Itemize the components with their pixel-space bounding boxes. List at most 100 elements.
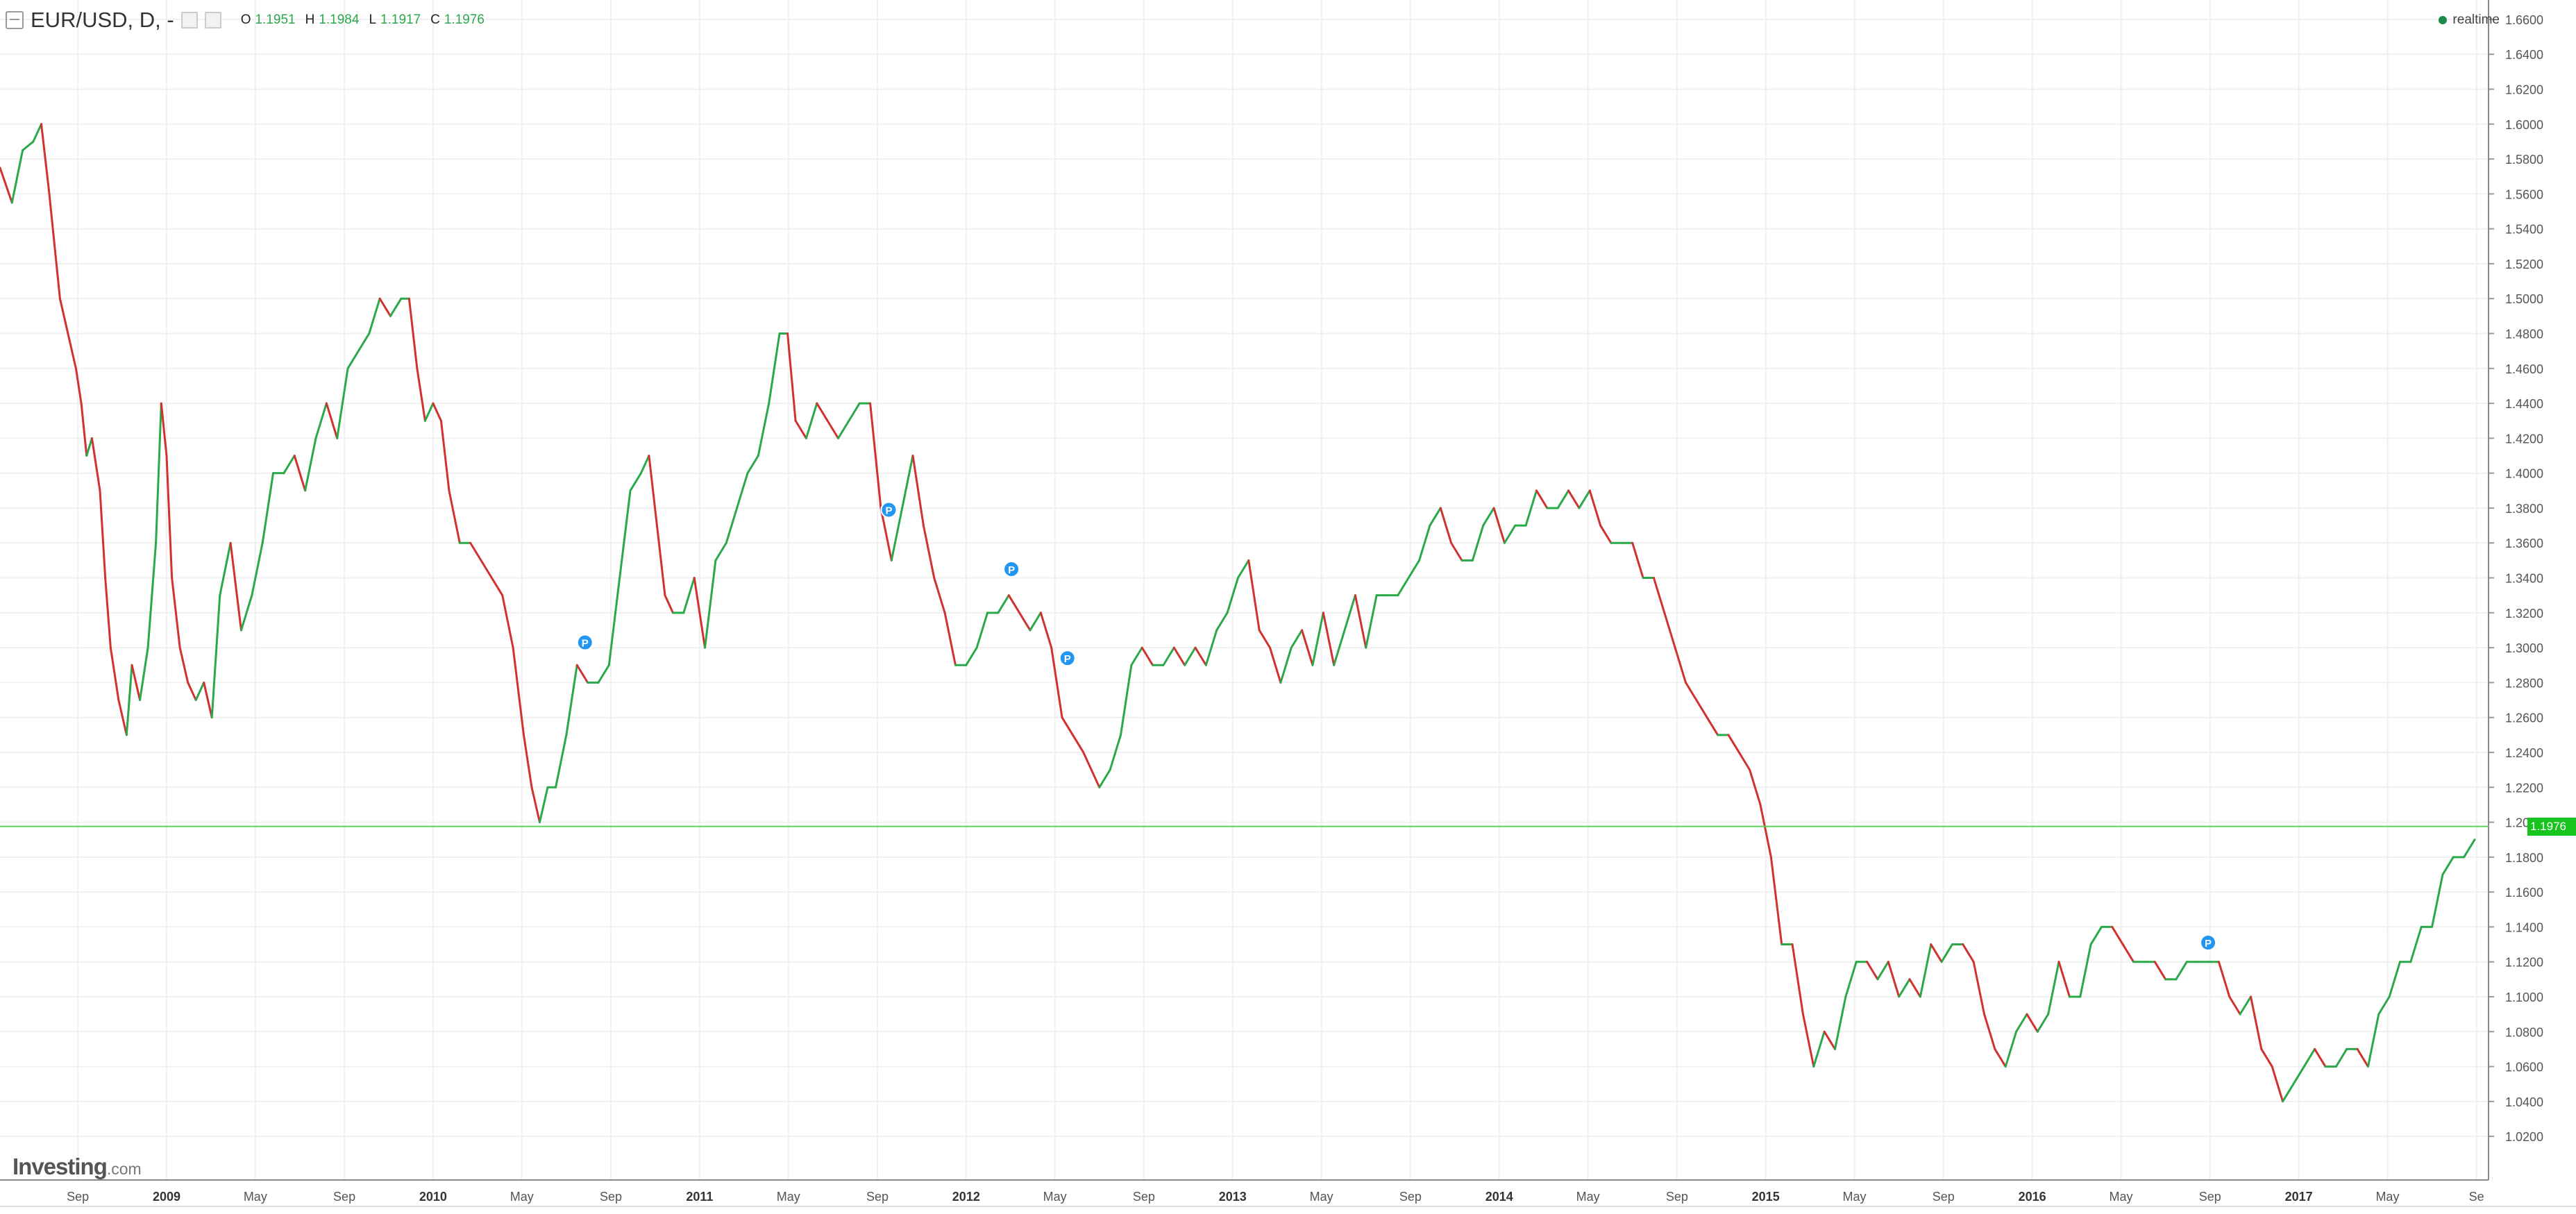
price-segment [131, 664, 142, 702]
price-segment [618, 489, 632, 580]
price-segment [1029, 612, 1042, 632]
price-segment [448, 489, 461, 544]
y-tick-label: 1.0800 [2505, 1025, 2543, 1039]
price-segment [1695, 699, 1708, 719]
price-segment [2036, 1013, 2050, 1033]
price-segment [975, 612, 989, 649]
settings-icon[interactable] [180, 12, 198, 28]
price-segment [1492, 507, 1506, 544]
price-segment [1050, 646, 1063, 719]
price-segment [805, 402, 818, 439]
price-segment [1471, 524, 1485, 562]
price-segment [1071, 734, 1085, 754]
price-segment [10, 149, 24, 204]
ohlc-open: O 1.1951 [240, 12, 296, 27]
price-segment [1631, 541, 1644, 580]
price-segment [1898, 978, 1911, 998]
price-segment [522, 734, 533, 789]
price-segment [757, 402, 771, 457]
price-segment [1090, 768, 1101, 789]
price-segment [714, 541, 727, 562]
collapse-icon[interactable] [6, 11, 24, 29]
price-segment [58, 297, 69, 335]
price-segment [879, 507, 893, 562]
x-tick-label: Sep [333, 1190, 355, 1204]
price-segment [2153, 961, 2167, 981]
y-tick-label: 1.5400 [2505, 223, 2543, 237]
y-tick-label: 1.3400 [2505, 572, 2543, 586]
x-tick-label: 2011 [686, 1190, 713, 1204]
x-tick-label: 2013 [1219, 1190, 1247, 1204]
symbol-label[interactable]: EUR/USD, D, - [31, 8, 174, 32]
price-segment [2314, 1047, 2327, 1068]
price-segment [1082, 751, 1093, 771]
price-segment [1439, 507, 1453, 544]
price-segment [1279, 646, 1293, 684]
price-segment [2217, 961, 2231, 998]
price-segment [501, 594, 514, 649]
brand-name: Investing [12, 1154, 108, 1179]
ohlc-low: L 1.1917 [369, 12, 421, 27]
price-segment [1652, 577, 1666, 614]
price-segment [1162, 646, 1175, 666]
price-segment [725, 507, 739, 544]
price-segment [2271, 1065, 2284, 1103]
price-segment [178, 646, 190, 684]
price-segment [768, 332, 781, 405]
price-segment [1962, 943, 1975, 963]
price-segment [2409, 925, 2423, 963]
price-segment [2026, 1013, 2039, 1033]
price-segment [2377, 995, 2391, 1015]
event-marker [576, 634, 594, 651]
price-segment [648, 455, 658, 527]
price-segment [2089, 925, 2103, 946]
event-marker-label: P [582, 638, 589, 650]
y-tick-label: 1.1200 [2505, 956, 2543, 970]
price-segment [99, 489, 107, 580]
brand-logo: Investing.com [12, 1154, 142, 1180]
price-segment [219, 541, 232, 597]
price-segment [639, 455, 650, 475]
price-segment [746, 455, 759, 475]
price-segment [1204, 629, 1218, 666]
price-segment [997, 594, 1010, 614]
x-tick-label: Sep [600, 1190, 622, 1204]
price-segment [530, 786, 541, 824]
y-tick-label: 1.3800 [2505, 502, 2543, 516]
price-segment [2015, 1013, 2028, 1033]
price-segment [1407, 559, 1421, 580]
x-tick-label: Sep [1399, 1190, 1422, 1204]
price-segment [109, 646, 120, 702]
status-dot-icon [2439, 16, 2448, 24]
price-segment [1450, 541, 1463, 562]
price-segment [1556, 489, 1570, 509]
y-tick-label: 1.4600 [2505, 362, 2543, 376]
x-tick-label: Sep [1133, 1190, 1155, 1204]
price-segment [368, 297, 381, 335]
price-segment [629, 472, 642, 492]
y-tick-label: 1.3600 [2505, 537, 2543, 550]
price-segment [826, 419, 840, 439]
price-segment [1429, 507, 1442, 527]
price-segment [22, 140, 35, 151]
price-segment [80, 402, 88, 457]
price-segment [104, 577, 112, 649]
price-segment [1812, 1030, 1826, 1068]
price-segment [125, 664, 133, 736]
price-segment [187, 681, 197, 702]
price-segment [837, 419, 850, 439]
close-icon[interactable] [204, 12, 221, 28]
price-segment [203, 681, 213, 719]
price-segment [1983, 1013, 1996, 1050]
price-segment [2303, 1047, 2316, 1068]
price-segment [1397, 577, 1410, 597]
y-tick-label: 1.4200 [2505, 432, 2543, 446]
price-segment [346, 350, 360, 370]
y-tick-label: 1.3000 [2505, 641, 2543, 655]
price-segment [1418, 524, 1431, 562]
price-segment [1007, 594, 1021, 614]
event-marker-label: P [885, 505, 892, 516]
price-segment [664, 594, 674, 614]
